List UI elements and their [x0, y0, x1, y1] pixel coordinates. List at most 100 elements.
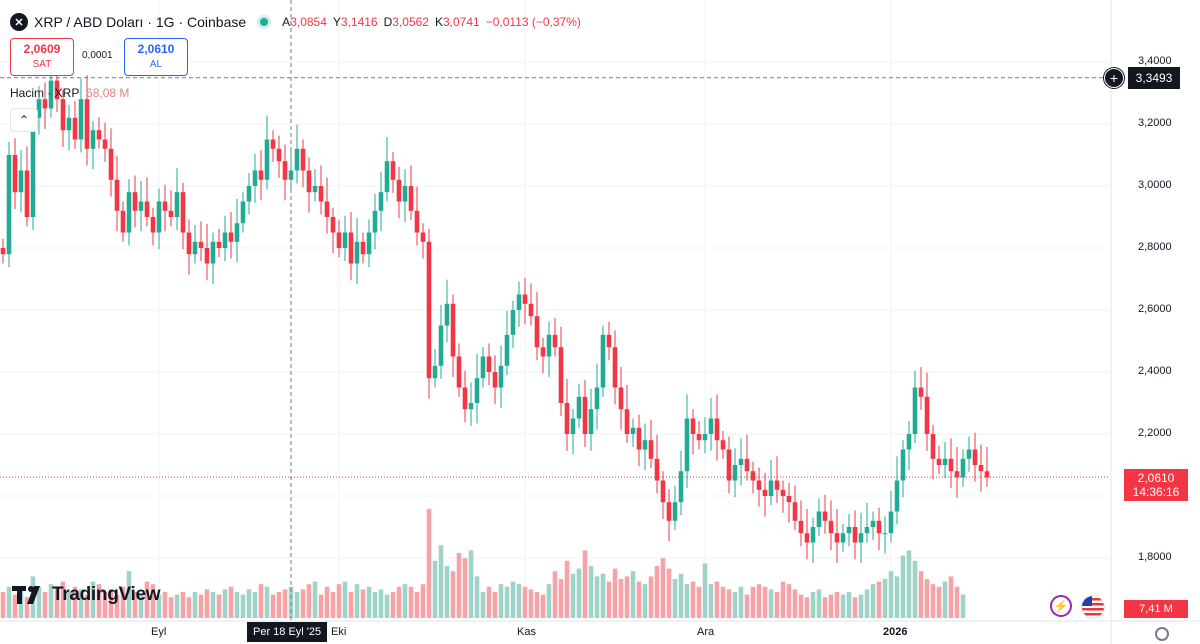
candle [738, 438, 744, 486]
volume-bar [372, 592, 378, 618]
volume-bar [750, 586, 756, 618]
candle [816, 498, 822, 537]
candle [708, 398, 714, 451]
volume-bar [90, 581, 96, 618]
candle [756, 467, 762, 507]
volume-legend[interactable]: Hacim · XRP 68,08 M [10, 86, 130, 100]
volume-bar [342, 581, 348, 618]
candle [768, 460, 774, 506]
volume-bar [66, 592, 72, 618]
volume-bar [636, 581, 642, 618]
volume-bar [150, 584, 156, 618]
x-tick-label: Eyl [151, 626, 167, 638]
last-price-tag: 2,0610 14:36:16 [1124, 469, 1188, 501]
candle [684, 394, 690, 488]
volume-bar [12, 594, 18, 618]
candle [6, 141, 12, 268]
volume-bar [144, 581, 150, 618]
candle [954, 447, 960, 498]
candle [312, 169, 318, 202]
candle [906, 420, 912, 470]
crosshair-date-label: Per 18 Eyl '25 [247, 622, 328, 642]
candle [192, 225, 198, 264]
volume-bar [648, 576, 654, 618]
candle [420, 223, 426, 259]
plus-icon[interactable]: + [1104, 68, 1124, 88]
volume-bar [354, 584, 360, 618]
candle [120, 201, 126, 242]
candle [912, 370, 918, 444]
volume-bar [654, 566, 660, 618]
y-tick-label: 2,6000 [1138, 303, 1172, 315]
candle [216, 228, 222, 258]
volume-bar [456, 553, 462, 618]
volume-bar [216, 594, 222, 618]
candle [66, 104, 72, 151]
candle [960, 449, 966, 487]
candle [864, 502, 870, 543]
candle [348, 212, 354, 281]
candle [504, 310, 510, 376]
crosshair-add-button[interactable]: + [1104, 67, 1154, 89]
candle [156, 188, 162, 250]
us-flag-icon[interactable] [1081, 595, 1105, 619]
volume-bar [192, 592, 198, 618]
volume-bars [0, 508, 966, 618]
candle [582, 380, 588, 448]
volume-bar [204, 589, 210, 618]
volume-bar [792, 589, 798, 618]
volume-bar [564, 560, 570, 618]
candle [264, 115, 270, 190]
candle [888, 491, 894, 543]
candle [702, 417, 708, 454]
volume-bar [804, 597, 810, 618]
candle [396, 166, 402, 219]
symbol-title[interactable]: XRP / ABD Doları · 1G · Coinbase [34, 14, 247, 30]
chevron-up-icon[interactable]: ⌃ [10, 108, 38, 132]
candle [870, 511, 876, 541]
volume-bar [882, 579, 888, 618]
candle [744, 434, 750, 481]
candle [696, 420, 702, 450]
tradingview-logo[interactable]: TradingView [12, 584, 161, 606]
lightning-icon[interactable]: ⚡ [1050, 595, 1072, 617]
y-tick-label: 2,4000 [1138, 365, 1172, 377]
candle [876, 507, 882, 550]
candle [174, 168, 180, 231]
candle [774, 456, 780, 503]
volume-bar [834, 592, 840, 618]
volume-bar [582, 550, 588, 618]
sell-button[interactable]: 2,0609 SAT [10, 38, 74, 76]
candles [0, 56, 990, 563]
candle [12, 138, 18, 209]
volume-bar [888, 571, 894, 618]
xrp-logo-icon[interactable]: ✕ [10, 13, 28, 31]
volume-bar [168, 597, 174, 618]
volume-bar [612, 568, 618, 618]
volume-bar [666, 568, 672, 618]
candle [966, 436, 972, 472]
volume-bar [858, 594, 864, 618]
candle [222, 215, 228, 262]
gear-icon[interactable] [1155, 627, 1169, 641]
candle [570, 409, 576, 455]
volume-bar [378, 589, 384, 618]
volume-bar [420, 584, 426, 618]
candle [270, 130, 276, 162]
candle [852, 510, 858, 560]
volume-bar [852, 597, 858, 618]
candle [186, 219, 192, 275]
volume-bar [744, 594, 750, 618]
buy-button[interactable]: 2,0610 AL [124, 38, 188, 76]
volume-bar [738, 586, 744, 618]
candle [642, 423, 648, 470]
candle [282, 144, 288, 201]
volume-bar [36, 586, 42, 618]
candle [402, 169, 408, 222]
volume-bar [84, 594, 90, 618]
chart-header: ✕ XRP / ABD Doları · 1G · Coinbase A3,08… [10, 8, 581, 36]
candle [150, 207, 156, 246]
candle [210, 232, 216, 284]
y-tick-label: 3,4000 [1138, 55, 1172, 67]
